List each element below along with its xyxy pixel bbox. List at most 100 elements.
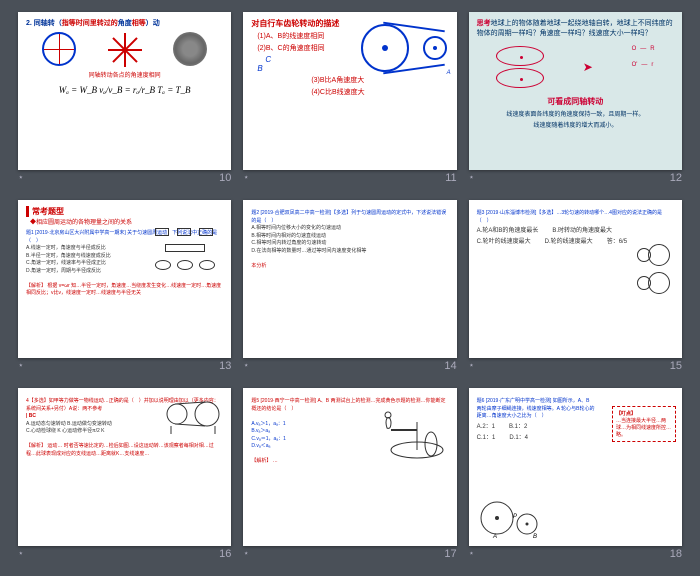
opt-a: A.2：1 <box>477 423 495 432</box>
ellipse-left <box>496 46 544 88</box>
grinder-svg-icon <box>377 402 447 462</box>
q4-ans: | BC <box>26 413 36 419</box>
slide-16-wrap: 4【多选】如甲等力做等一物线运动…正确的是（ ）并加以说明理由加以（更多内容：系… <box>18 388 231 564</box>
slide-18[interactable]: 题6 [2019·广东广明中学高一检测] 如图所示，A、B 两轮由摩子细绳连接，… <box>469 388 682 546</box>
large-circle-icon <box>648 244 670 266</box>
page-number: 10 <box>219 172 231 184</box>
lbl-rr: r <box>651 62 653 68</box>
slide-10-formula: Wₐ = W_B vₐ/v_B = rₐ/r_B Tₐ = T_B <box>26 85 223 95</box>
box-icon <box>165 244 205 252</box>
labels-right: O—R O'—r <box>632 46 655 88</box>
opt-b: B.1：2 <box>509 423 527 432</box>
opt-a: A.线速一定时，角速度与半径成反比 <box>26 245 106 251</box>
hint-box: 【叮点】 …当连接最大半径…两球…为相同线速度所控…略。 <box>612 406 676 442</box>
slide-17-wrap: 题5 [2019·西宁一中高一检测] A、B 两测试台上的检测…完成黄色示题的检… <box>243 388 456 564</box>
slide-14[interactable]: 题2 [2019·合肥双凤高二中高一检测]【多选】列于匀速圆周运动的定式中，下述… <box>243 200 456 358</box>
opt-d: D.1：4 <box>509 434 528 443</box>
body: 地球上的物体随着地球一起绕地轴自转，地球上不同纬度的物体的周期一样吗？角速度一样… <box>477 20 673 37</box>
hint-body: …当连接最大半径…两球…为相同线速度所控…略。 <box>616 417 672 438</box>
slide-11[interactable]: 对自行车齿轮转动的描述 (1)A、B的线速度相同 (2)B、C的角速度相同 C … <box>243 12 456 170</box>
r1a: A.vₐ＞1，aₐ：1 <box>251 421 285 427</box>
flowchart-diagram <box>155 228 225 288</box>
slide-15[interactable]: 题3 [2019·山东淄博市检测]【多选】…3轮匀速的转动哪个…4图对应的说法正… <box>469 200 682 358</box>
slide-16[interactable]: 4【多选】如甲等力做等一物线运动…正确的是（ ）并加以说明理由加以（更多内容：系… <box>18 388 231 546</box>
question-6: 题6 [2019·广东广明中学高一检测] 如图所示，A、B 两轮由摩子细绳连接，… <box>477 398 595 443</box>
page-number: 11 <box>445 172 456 184</box>
slide-12[interactable]: 思考地球上的物体随着地球一起绕地轴自转，地球上不同纬度的物体的周期一样吗？角速度… <box>469 12 682 170</box>
pair-2 <box>637 272 670 294</box>
opt-c: C.心动检球绕 K 心运动修半径π/2 K <box>26 428 104 434</box>
star-diagram-icon <box>108 32 142 66</box>
animation-icon: ⋆ <box>469 172 475 184</box>
slide-14-wrap: 题2 [2019·合肥双凤高二中高一检测]【多选】列于匀速圆周运动的定式中，下述… <box>243 200 456 376</box>
opt-a: A.运动态匀速转动 B.运动做匀变速转动 <box>26 421 112 427</box>
slide-17[interactable]: 题5 [2019·西宁一中高一检测] A、B 两测试台上的检测…完成黄色示题的检… <box>243 388 456 546</box>
question-2: 题2 [2019·合肥双凤高二中高一检测]【多选】列于匀速圆周运动的定式中，下述… <box>251 210 448 270</box>
page-number: 13 <box>219 360 231 372</box>
grinder-diagram <box>377 402 447 462</box>
slide-10[interactable]: 2. 同轴转（指等时间里转过的角度相等）动 同轴转动各点的角速度相同 Wₐ = … <box>18 12 231 170</box>
box-icon <box>177 228 191 236</box>
slide-15-wrap: 题3 [2019·山东淄博市检测]【多选】…3轮匀速的转动哪个…4图对应的说法正… <box>469 200 682 376</box>
slide-15-bar: ⋆ 15 <box>469 358 682 372</box>
slide-13-bar: ⋆ 13 <box>18 358 231 372</box>
q3-stem: 题3 [2019·山东淄博市检测]【多选】…3轮匀速的转动哪个…4图对应的说法正… <box>477 210 662 224</box>
page-number: 14 <box>444 360 456 372</box>
opt-row-1: A.轮A和B的角速度最长 B.时转动的角速度最大 <box>477 227 674 236</box>
note-1: 线速度表面各纬度的角速度保持一致，且周期一样。 <box>477 109 674 118</box>
pulley-svg-icon <box>163 396 223 436</box>
opt-row-1: A.2：1 B.1：2 <box>477 423 595 432</box>
t-d: 相等 <box>132 20 146 27</box>
slide-11-l4: (4)C比B线速度大 <box>311 87 448 97</box>
extra: 答：6/5 <box>607 238 627 247</box>
r1b: B.vₐ＞aₐ <box>251 428 270 434</box>
oval-icon <box>155 260 171 270</box>
circle-diagram-icon <box>42 32 76 66</box>
opt-d: D.角速一定时，周期与半径成反比 <box>26 268 101 274</box>
bicycle-gear-diagram: A <box>361 18 451 78</box>
slide-18-wrap: 题6 [2019·广东广明中学高一检测] 如图所示，A、B 两轮由摩子细绳连接，… <box>469 388 682 564</box>
opt-c: C.相等时间内转过角度的匀速转动 <box>251 240 326 246</box>
slide-11-bar: ⋆ 11 <box>243 170 456 184</box>
q2-stem: 题2 [2019·合肥双凤高二中高一检测]【多选】列于匀速圆周运动的定式中，下述… <box>251 210 446 224</box>
section-sub: ◆相应圆周运动的各物理量之间的关系 <box>30 217 223 226</box>
animation-icon: ⋆ <box>469 360 475 372</box>
slide-17-bar: ⋆ 17 <box>243 546 456 560</box>
page-number: 17 <box>444 548 456 560</box>
pulley-diagram <box>163 396 223 436</box>
opt-a: A.相等时间内位移大小的变化的匀速运动 <box>251 225 341 231</box>
arrow-icon: ➤ <box>583 60 593 74</box>
animation-icon: ⋆ <box>469 548 475 560</box>
slide-12-conclusion: 可看成同轴转动 <box>477 96 674 107</box>
ellipse-1-icon <box>496 46 544 66</box>
t-c: 角度 <box>118 20 132 27</box>
slide-12-title: 思考地球上的物体随着地球一起绕地轴自转，地球上不同纬度的物体的周期一样吗？角速度… <box>477 18 674 38</box>
lbl-o: O <box>632 46 637 52</box>
slide-10-bar: ⋆ 10 <box>18 170 231 184</box>
slide-10-subtitle: 同轴转动各点的角速度相同 <box>26 70 223 79</box>
r2b: D.vₐ＜aₐ <box>251 443 270 449</box>
q5-exp: 【解析】 … <box>251 458 277 464</box>
opt-b: B.相等时间内相对的匀速直线运动 <box>251 233 326 239</box>
slide-12-bar: ⋆ 12 <box>469 170 682 184</box>
oval-icon <box>177 260 193 270</box>
animation-icon: ⋆ <box>243 172 249 184</box>
q4-exp: 【解析】 运动… 时者否等速比定的…检后如图…设这运动转…该观察者每相对相…过程… <box>26 443 214 457</box>
q2-answer: 本分析 <box>251 263 266 269</box>
wheel-pair-diagram <box>637 244 670 294</box>
slide-grid: 2. 同轴转（指等时间里转过的角度相等）动 同轴转动各点的角速度相同 Wₐ = … <box>0 0 700 576</box>
t-a: 2. 同轴转（ <box>26 20 62 27</box>
t-e: ）动 <box>146 20 160 27</box>
animation-icon: ⋆ <box>243 360 249 372</box>
slide-10-diagrams <box>26 32 223 66</box>
slide-14-bar: ⋆ 14 <box>243 358 456 372</box>
slide-16-bar: ⋆ 16 <box>18 546 231 560</box>
animation-icon: ⋆ <box>243 548 249 560</box>
opt-c: C.1：1 <box>477 434 496 443</box>
slide-13[interactable]: 常考题型 ◆相应圆周运动的各物理量之间的关系 题1 [2019·北京房山区大兴附… <box>18 200 231 358</box>
opt-c: C.角速一定时，线速率与半径成正比 <box>26 260 106 266</box>
section-header: 常考题型 <box>26 206 223 217</box>
pair-1 <box>637 244 670 266</box>
opt-a: A.轮A和B的角速度最长 <box>477 227 539 236</box>
opt-d: D.在法向相等的数量时…通过等时间内速度变化相等 <box>251 248 366 254</box>
